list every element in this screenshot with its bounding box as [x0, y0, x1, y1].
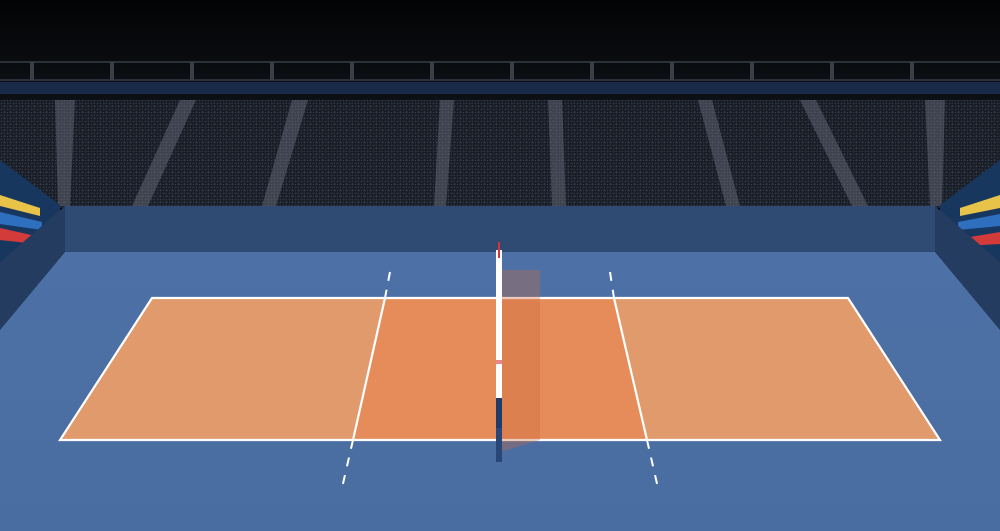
arena-right-wall	[935, 206, 1000, 330]
arena-left-wall	[0, 206, 65, 330]
court-back-zone-right	[614, 298, 940, 440]
attack-line-extensions	[341, 271, 659, 489]
court-lines	[57, 296, 943, 442]
court-back-zone-left	[60, 298, 385, 440]
roof-banner	[0, 82, 1000, 94]
net-shadow	[500, 270, 540, 452]
crowd-stands-icon	[0, 94, 1000, 208]
arena-back-wall	[65, 206, 935, 252]
roof-truss-posts	[30, 62, 914, 80]
volleyball-net-icon	[496, 242, 502, 462]
